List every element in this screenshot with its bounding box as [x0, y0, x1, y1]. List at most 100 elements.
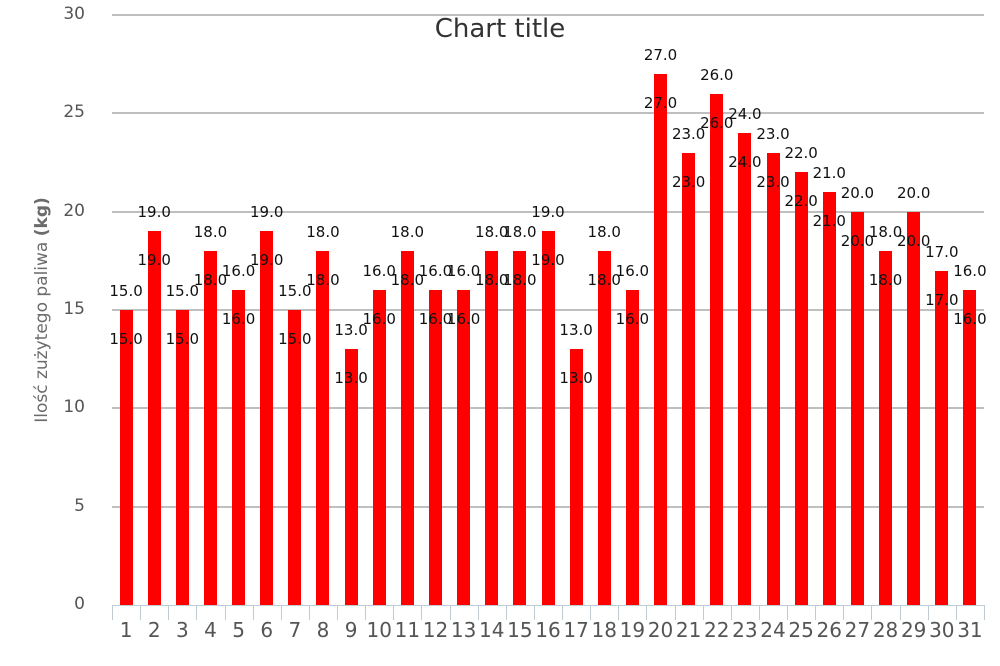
data-label: 17.0 — [925, 242, 959, 261]
data-label-duplicate: 18.0 — [390, 271, 425, 289]
bar[interactable] — [569, 349, 583, 605]
data-label-duplicate: 20.0 — [840, 231, 875, 250]
x-tick-mark — [618, 605, 620, 620]
bar[interactable] — [203, 251, 217, 605]
x-tick-label: 4 — [204, 618, 217, 642]
data-label-duplicate: 16.0 — [446, 310, 481, 329]
x-tick-mark — [421, 605, 423, 620]
y-tick-label: 30 — [63, 4, 85, 24]
data-label: 20.0 — [896, 183, 931, 202]
x-tick-mark — [562, 605, 564, 620]
x-tick-mark — [927, 605, 929, 620]
x-tick-mark — [702, 605, 704, 620]
data-label: 18.0 — [390, 223, 425, 241]
x-axis-line — [112, 605, 984, 606]
x-tick-mark — [899, 605, 901, 620]
bar[interactable] — [344, 349, 358, 605]
data-label: 19.0 — [531, 203, 565, 222]
x-tick-label: 9 — [344, 618, 358, 642]
data-label: 22.0 — [784, 144, 818, 163]
bar[interactable] — [794, 172, 808, 605]
data-label: 18.0 — [503, 223, 537, 241]
bar[interactable] — [879, 251, 893, 605]
data-label: 13.0 — [334, 321, 368, 340]
data-label-duplicate: 24.0 — [728, 153, 762, 171]
data-label: 16.0 — [418, 262, 453, 281]
bar[interactable] — [935, 270, 949, 605]
data-label-duplicate: 16.0 — [362, 310, 396, 329]
data-label-duplicate: 22.0 — [784, 192, 818, 211]
data-label-duplicate: 23.0 — [756, 172, 790, 191]
x-tick-label: 11 — [394, 618, 421, 642]
bar[interactable] — [428, 290, 442, 605]
y-tick-label: 25 — [63, 102, 85, 123]
bar[interactable] — [485, 251, 499, 605]
x-tick-mark — [787, 605, 789, 620]
x-tick-mark — [533, 605, 535, 620]
x-tick-label: 18 — [591, 618, 617, 642]
x-tick-mark — [590, 605, 592, 620]
data-label: 23.0 — [756, 124, 790, 143]
bar[interactable] — [738, 133, 752, 605]
gridline — [112, 14, 984, 16]
x-tick-mark — [140, 605, 142, 620]
x-tick-label: 28 — [872, 618, 899, 642]
bar[interactable] — [400, 251, 414, 605]
x-tick-mark — [224, 605, 226, 620]
data-label: 18.0 — [587, 223, 621, 241]
bar[interactable] — [288, 310, 302, 605]
data-label-duplicate: 19.0 — [531, 251, 565, 270]
bar[interactable] — [850, 211, 864, 605]
bar[interactable] — [147, 231, 161, 605]
x-tick-label: 2 — [147, 618, 161, 642]
bar[interactable] — [541, 231, 555, 605]
bar[interactable] — [232, 290, 246, 605]
x-tick-label: 20 — [647, 618, 674, 642]
bar[interactable] — [654, 74, 668, 605]
x-tick-label: 23 — [732, 618, 758, 642]
x-tick-label: 1 — [119, 618, 133, 642]
y-tick-label: 5 — [74, 495, 85, 516]
x-tick-label: 15 — [507, 618, 533, 642]
bar[interactable] — [457, 290, 471, 605]
x-tick-mark — [308, 605, 310, 620]
x-tick-mark — [674, 605, 676, 620]
data-label: 16.0 — [615, 262, 650, 281]
bar[interactable] — [682, 152, 696, 605]
data-label: 18.0 — [868, 223, 903, 241]
data-label: 19.0 — [250, 203, 284, 222]
data-label: 16.0 — [446, 262, 481, 281]
bar[interactable] — [766, 152, 780, 605]
bar[interactable] — [822, 192, 836, 605]
data-label-duplicate: 18.0 — [503, 271, 537, 289]
x-tick-mark — [505, 605, 507, 620]
bar[interactable] — [963, 290, 977, 605]
bar[interactable] — [119, 310, 133, 605]
x-tick-label: 14 — [479, 618, 505, 642]
data-label: 27.0 — [643, 46, 678, 64]
bar[interactable] — [260, 231, 274, 605]
x-tick-mark — [843, 605, 845, 620]
bar[interactable] — [316, 251, 330, 605]
y-tick-label: 10 — [63, 397, 85, 418]
bar[interactable] — [597, 251, 611, 605]
data-label-duplicate: 18.0 — [587, 271, 621, 289]
data-label: 15.0 — [278, 282, 312, 300]
x-tick-mark — [449, 605, 451, 620]
bar[interactable] — [513, 251, 527, 605]
bar[interactable] — [907, 211, 921, 605]
x-tick-mark — [646, 605, 648, 620]
data-label: 15.0 — [109, 282, 143, 300]
bar[interactable] — [372, 290, 386, 605]
bar[interactable] — [710, 93, 724, 605]
data-label-duplicate: 21.0 — [812, 212, 846, 230]
data-label-duplicate: 18.0 — [475, 271, 509, 289]
data-label-duplicate: 18.0 — [306, 271, 340, 289]
x-tick-label: 22 — [704, 618, 730, 642]
data-label-duplicate: 13.0 — [559, 369, 593, 388]
data-label-duplicate: 15.0 — [109, 330, 143, 348]
bar[interactable] — [175, 310, 189, 605]
bar[interactable] — [625, 290, 639, 605]
data-label: 18.0 — [475, 223, 509, 241]
